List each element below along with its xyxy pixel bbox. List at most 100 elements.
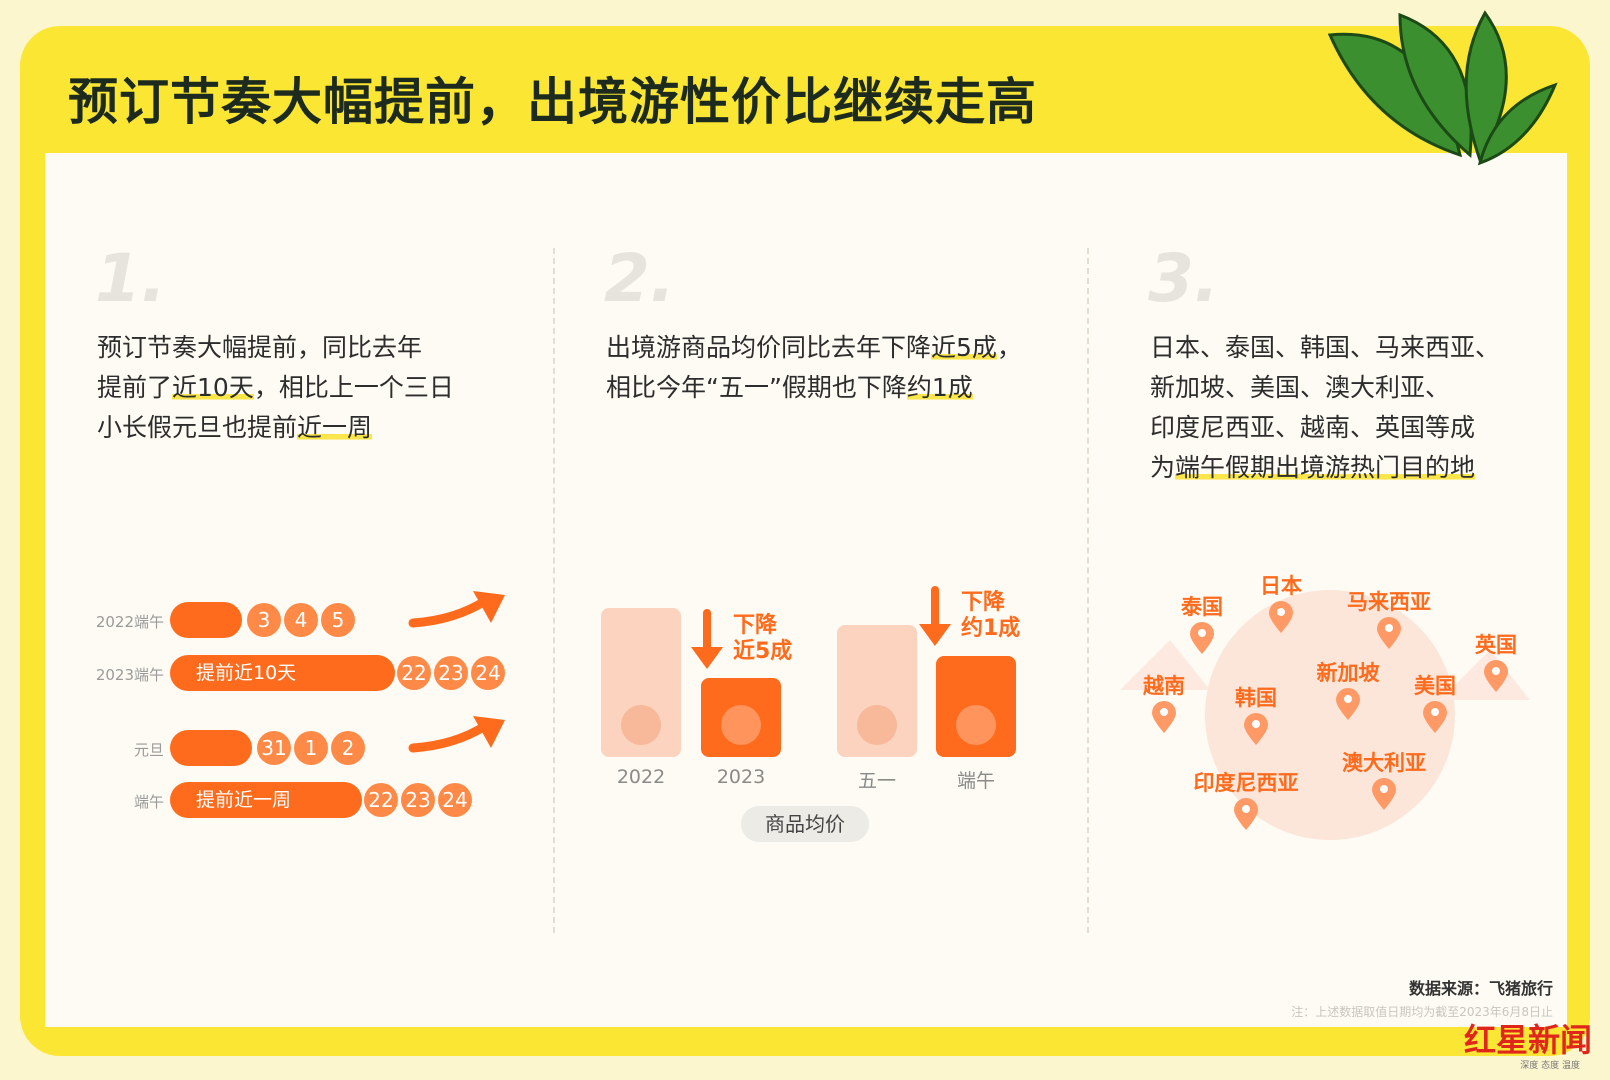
annotation: 近5成 [733,639,793,664]
text-line: 为端午假期出境游热门目的地 [1150,448,1476,488]
bar [601,608,681,757]
globe [1205,590,1455,840]
day: 2 [331,731,365,765]
text: 出境游商品均价同比去年下降 [606,333,932,362]
map-pin [1152,701,1176,733]
money-bag [857,705,897,745]
map-pin [1244,713,1268,745]
text: 提前了 [97,373,173,402]
bar-label: 端午 [956,770,995,792]
pin-dot [1385,624,1393,632]
arrow-head [473,591,505,623]
annotation: 下降 [961,590,1006,615]
pin-dot [1431,708,1439,716]
destination: 马来西亚 [1347,590,1431,614]
timeline-label: 2022端午 [95,613,164,631]
bar [837,625,917,757]
destination: 新加坡 [1316,661,1380,685]
text: ， [996,333,1022,362]
map-pin [1269,601,1293,633]
day: 3 [247,603,281,637]
text: 印度尼西亚、越南、英国等成 [1150,413,1476,442]
day: 23 [434,656,468,690]
pin-dot [1160,708,1168,716]
text-line: 出境游商品均价同比去年下降近5成， [606,328,1022,368]
highlight-text: 约1成 [906,373,973,402]
text-line: 预订节奏大幅提前，同比去年 [97,328,422,368]
destination: 印度尼西亚 [1193,771,1299,795]
map-pin [1190,622,1214,654]
day: 5 [321,603,355,637]
leaves [1327,10,1558,166]
money-bag [721,705,761,745]
map-pin [1377,617,1401,649]
content-panel [45,153,1567,1027]
pin-dot [1277,608,1285,616]
destination: 日本 [1260,574,1302,598]
arrow [408,721,490,753]
text: 日本、泰国、韩国、马来西亚、 [1150,333,1501,362]
highlight-text: 端午假期出境游热门目的地 [1175,453,1476,482]
section-number: 1. [95,240,166,317]
text-line: 新加坡、美国、澳大利亚、 [1150,368,1450,408]
slogan: 深度 态度 温度 [1520,1061,1580,1071]
day: 24 [471,656,505,690]
highlight-text: 近一周 [297,413,373,442]
timeline-label: 端午 [133,793,164,811]
text-line: 印度尼西亚、越南、英国等成 [1150,408,1475,448]
pin-dot [1344,695,1352,703]
day: 22 [397,656,431,690]
pin-dot [1380,785,1388,793]
highlight-text: 近5成 [931,333,997,362]
text-line: 相比今年“五一”假期也下降约1成 [606,368,973,408]
highlight-text: 近10天 [172,373,254,402]
logo: 红星新闻 [1463,1021,1592,1059]
map-pin [1372,778,1396,810]
section-number: 3. [1148,240,1219,317]
text: 小长假元旦也提前 [97,413,298,442]
annotation: 下降 [733,613,778,638]
mountains [1120,640,1530,700]
text: ，相比上一个三日 [253,373,454,402]
day: 24 [438,783,472,817]
map-pin [1234,798,1258,830]
money-bag [621,705,661,745]
bar-label: 五一 [857,770,896,792]
map-pin [1484,660,1508,692]
day: 22 [364,783,398,817]
source: 数据来源：飞猪旅行 [1408,979,1553,998]
day: 1 [294,731,328,765]
timeline-bar [170,730,252,766]
pin-dot [1242,805,1250,813]
text: 预订节奏大幅提前，同比去年 [97,333,423,362]
destination: 美国 [1414,674,1456,698]
text: 为 [1150,453,1176,482]
text: 新加坡、美国、澳大利亚、 [1150,373,1451,402]
text: 相比今年“五一”假期也下降 [606,373,907,402]
axis-label: 商品均价 [741,806,869,842]
down-arrow-head [919,624,951,646]
money-bag [956,705,996,745]
text-line: 提前了近10天，相比上一个三日 [97,368,454,408]
section-number: 2. [604,240,675,317]
destination: 英国 [1475,633,1517,657]
map-pin [1423,701,1447,733]
timeline-bar: 提前近10天 [170,655,395,691]
pin-dot [1198,629,1206,637]
destination: 韩国 [1235,686,1277,710]
separator [553,248,555,933]
timeline-label: 元旦 [133,741,164,759]
destination: 澳大利亚 [1342,751,1426,775]
destination: 越南 [1143,674,1185,698]
arrow-head [473,716,505,748]
timeline-label: 2023端午 [95,666,164,684]
day: 31 [257,731,291,765]
annotation: 约1成 [961,616,1021,641]
timeline-bar: 提前近一周 [170,782,362,818]
bar-label: 2022 [616,766,666,788]
down-arrow-head [691,647,723,669]
title: 预订节奏大幅提前，出境游性价比继续走高 [68,73,1037,131]
arrow [408,596,490,628]
day: 4 [284,603,318,637]
